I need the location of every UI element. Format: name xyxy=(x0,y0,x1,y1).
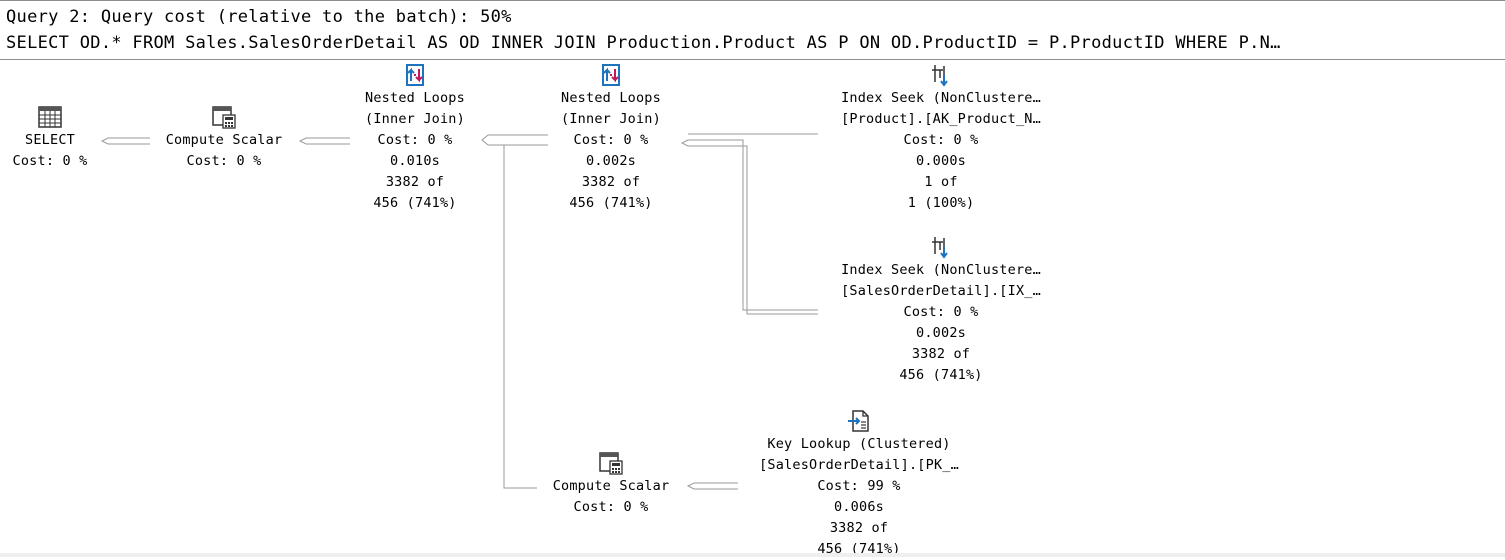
node-label: SELECT xyxy=(25,132,75,148)
node-label: Compute Scalar xyxy=(165,132,283,148)
node-label: Key Lookup (Clustered) xyxy=(767,436,951,452)
node-label: Index Seek (NonClustere… xyxy=(841,90,1041,106)
node-time: 0.002s xyxy=(916,325,966,341)
plan-node-compute-scalar[interactable]: Compute Scalar Cost: 0 % xyxy=(150,104,298,172)
node-rows: 3382 of xyxy=(829,520,889,536)
node-label: Compute Scalar xyxy=(552,478,670,494)
plan-node-index-seek-product[interactable]: Index Seek (NonClustere… [Product].[AK_P… xyxy=(818,62,1064,214)
node-cost: Cost: 0 % xyxy=(377,132,453,148)
node-sublabel: (Inner Join) xyxy=(365,111,465,127)
node-object: [Product].[AK_Product_N… xyxy=(841,111,1041,127)
plan-node-nested-loops-1[interactable]: Nested Loops (Inner Join) Cost: 0 % 0.01… xyxy=(350,62,480,214)
node-rows: 3382 of xyxy=(911,346,971,362)
connector-compute2-to-nl1 xyxy=(500,144,537,489)
node-rows: 3382 of xyxy=(581,174,641,190)
table-icon xyxy=(38,106,62,128)
node-cost: Cost: 0 % xyxy=(573,132,649,148)
node-label: Nested Loops xyxy=(365,90,465,106)
plan-node-key-lookup[interactable]: Key Lookup (Clustered) [SalesOrderDetail… xyxy=(738,408,980,560)
connector-lookup-to-compute2 xyxy=(686,482,738,490)
node-estimate: 456 (741%) xyxy=(373,195,457,211)
index-seek-icon xyxy=(932,237,948,259)
connector-seek2-to-nl2 xyxy=(680,139,818,315)
node-estimate: 1 (100%) xyxy=(907,195,975,211)
node-label: Index Seek (NonClustere… xyxy=(841,262,1041,278)
compute-scalar-icon xyxy=(212,106,236,129)
node-estimate: 456 (741%) xyxy=(899,367,983,383)
connector-compute-to-select xyxy=(100,137,150,145)
nested-loops-icon xyxy=(406,64,424,86)
node-estimate: 456 (741%) xyxy=(569,195,653,211)
node-cost: Cost: 0 % xyxy=(903,132,979,148)
node-label: Nested Loops xyxy=(561,90,661,106)
node-time: 0.006s xyxy=(834,499,884,515)
connector-nl2-to-nl1 xyxy=(481,134,548,146)
query-header: Query 2: Query cost (relative to the bat… xyxy=(0,0,1505,60)
node-cost: Cost: 99 % xyxy=(817,478,901,494)
node-cost: Cost: 0 % xyxy=(12,153,88,169)
index-seek-icon xyxy=(932,65,948,87)
node-object: [SalesOrderDetail].[IX_… xyxy=(841,283,1041,299)
plan-node-nested-loops-2[interactable]: Nested Loops (Inner Join) Cost: 0 % 0.00… xyxy=(546,62,676,214)
node-time: 0.000s xyxy=(916,153,966,169)
node-cost: Cost: 0 % xyxy=(186,153,262,169)
node-time: 0.002s xyxy=(586,153,636,169)
node-cost: Cost: 0 % xyxy=(573,499,649,515)
horizontal-scrollbar-track[interactable] xyxy=(0,553,1505,557)
node-cost: Cost: 0 % xyxy=(903,304,979,320)
key-lookup-icon xyxy=(848,410,869,432)
node-sublabel: (Inner Join) xyxy=(561,111,661,127)
plan-node-select[interactable]: SELECT Cost: 0 % xyxy=(0,104,100,172)
connector-nl1-to-compute xyxy=(298,137,350,145)
plan-node-index-seek-salesorderdetail[interactable]: Index Seek (NonClustere… [SalesOrderDeta… xyxy=(818,234,1064,386)
plan-node-compute-scalar-2[interactable]: Compute Scalar Cost: 0 % xyxy=(537,450,685,518)
compute-scalar-icon xyxy=(599,452,623,475)
node-object: [SalesOrderDetail].[PK_… xyxy=(759,457,959,473)
nested-loops-icon xyxy=(602,64,620,86)
node-rows: 1 of xyxy=(924,174,958,190)
node-time: 0.010s xyxy=(390,153,440,169)
node-rows: 3382 of xyxy=(385,174,445,190)
